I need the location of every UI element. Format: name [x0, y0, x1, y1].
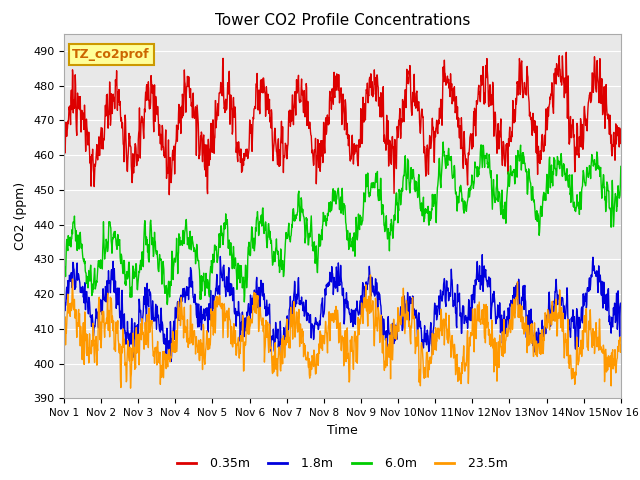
Y-axis label: CO2 (ppm): CO2 (ppm)	[15, 182, 28, 250]
X-axis label: Time: Time	[327, 424, 358, 437]
Text: TZ_co2prof: TZ_co2prof	[72, 48, 150, 61]
Title: Tower CO2 Profile Concentrations: Tower CO2 Profile Concentrations	[214, 13, 470, 28]
Legend:  0.35m,  1.8m,  6.0m,  23.5m: 0.35m, 1.8m, 6.0m, 23.5m	[172, 452, 513, 475]
